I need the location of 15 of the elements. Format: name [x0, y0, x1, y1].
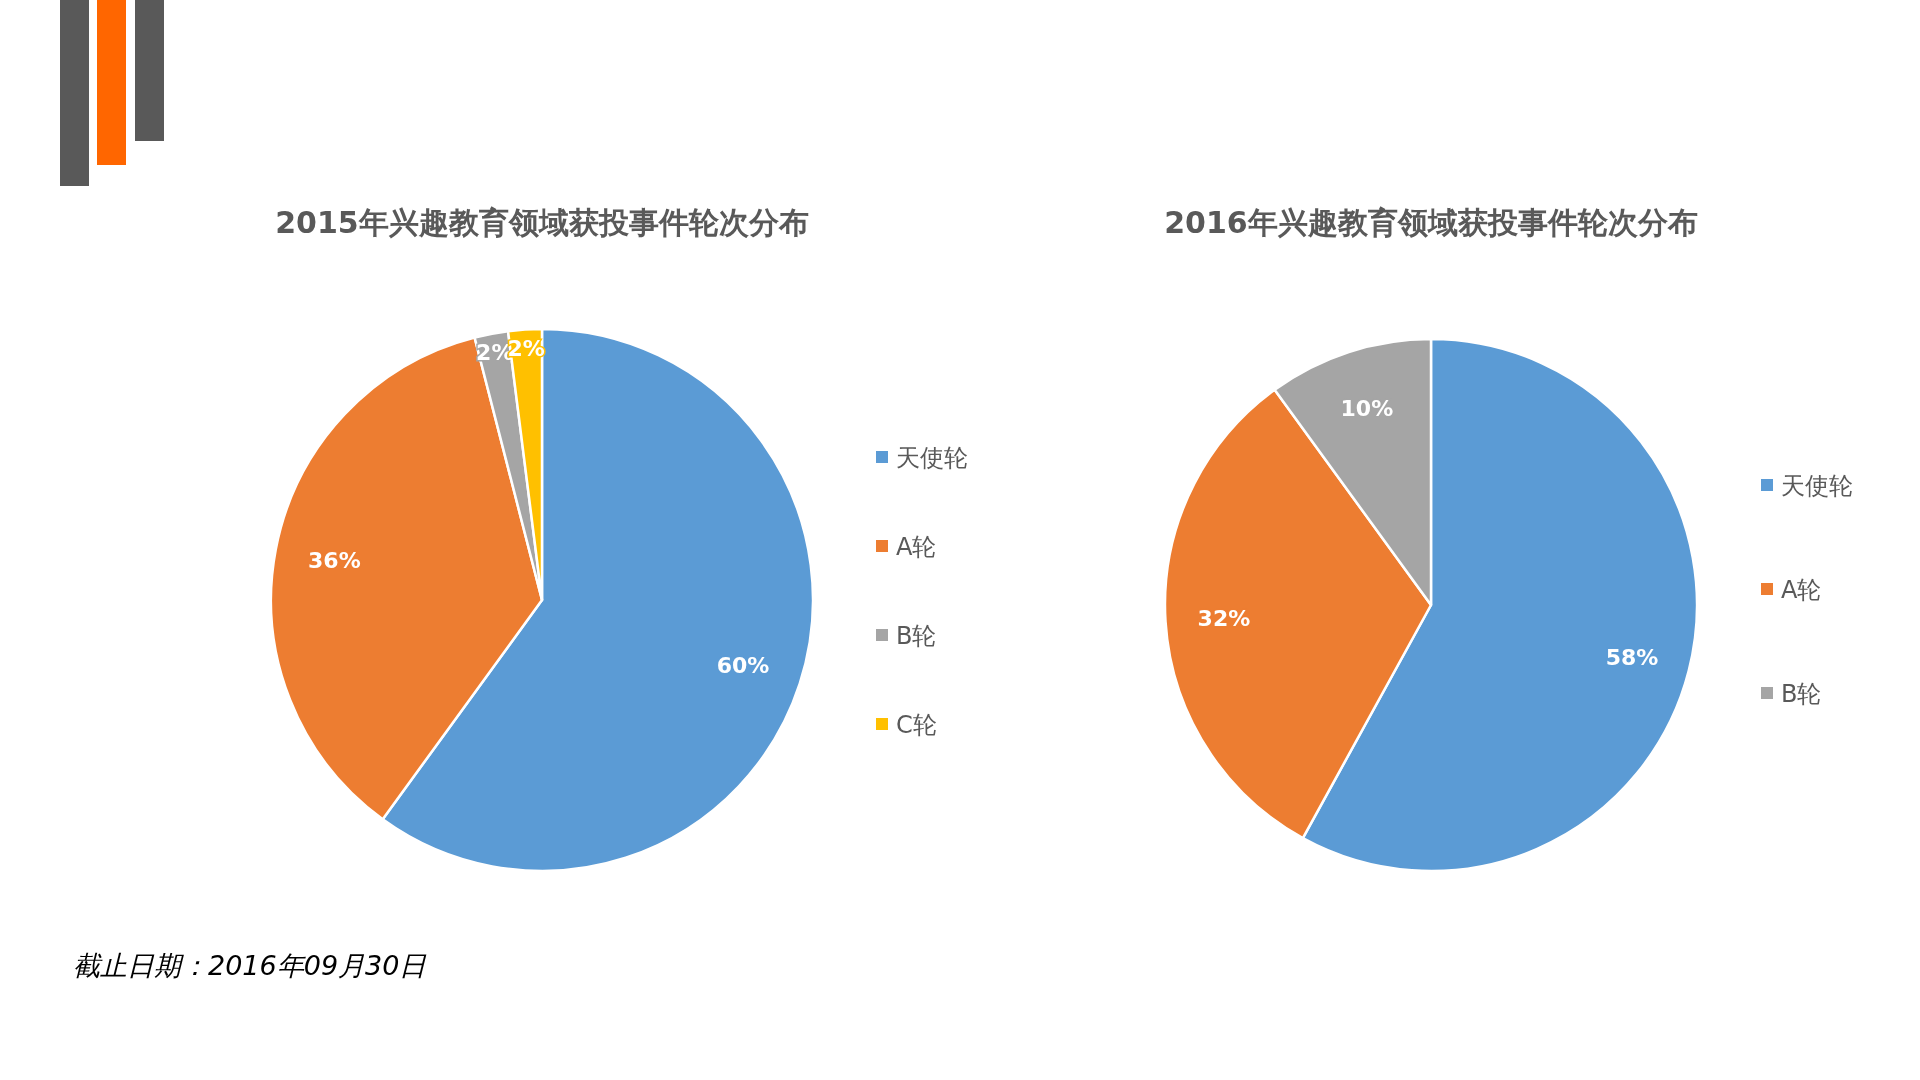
- data-label: 36%: [308, 548, 361, 574]
- legend-label: A轮: [1781, 576, 1822, 604]
- text: 截止日期：2016年09月30日: [73, 950, 428, 981]
- legend-label: 天使轮: [896, 444, 968, 472]
- chart-title: 2015年兴趣教育领域获投事件轮次分布: [275, 205, 809, 240]
- data-label: 60%: [716, 653, 770, 679]
- legend-label: B轮: [896, 622, 937, 650]
- data-label: 10%: [1340, 395, 1394, 421]
- legend-label: A轮: [896, 533, 937, 561]
- legend-label: B轮: [1781, 680, 1822, 708]
- data-label: 32%: [1197, 606, 1251, 632]
- data-label: 58%: [1605, 644, 1659, 670]
- chart-title: 2016年兴趣教育领域获投事件轮次分布: [1164, 205, 1698, 240]
- legend-label: 天使轮: [1781, 472, 1853, 500]
- legend-label: C轮: [896, 711, 937, 739]
